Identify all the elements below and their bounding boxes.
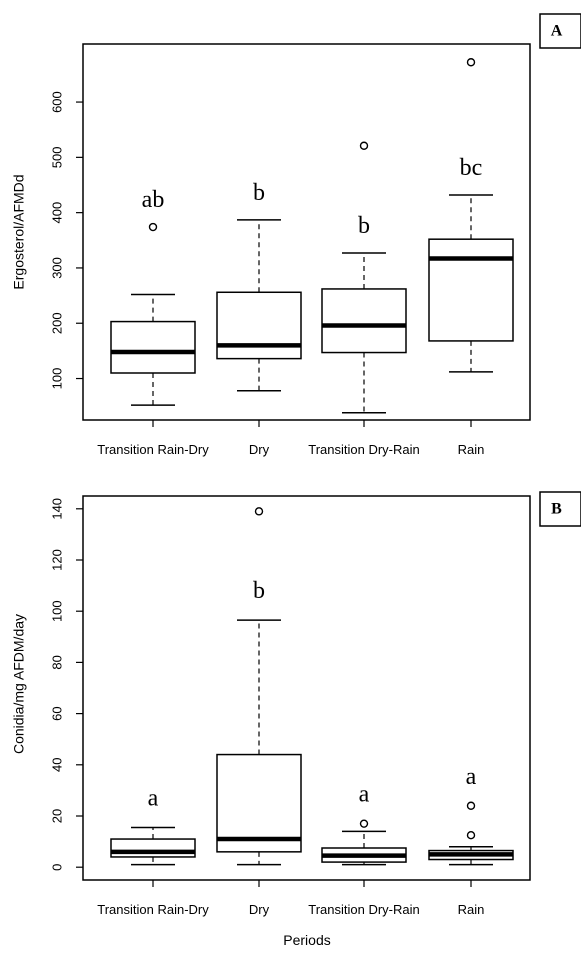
y-tick-label: 200 (49, 312, 64, 334)
y-tick-label: 600 (49, 91, 64, 113)
significance-letter: b (253, 180, 265, 206)
iqr-box (216, 291, 302, 360)
box-1: b (216, 507, 302, 866)
y-axis-title: Conidia/mg AFDM/day (11, 614, 27, 754)
y-tick-label: 40 (49, 758, 64, 772)
box-0: ab (110, 187, 196, 406)
outlier-point (359, 141, 369, 150)
iqr-box (216, 753, 302, 853)
iqr-box (110, 320, 196, 374)
outlier-point (466, 58, 476, 67)
outlier-point (148, 222, 158, 232)
significance-letter: b (358, 213, 370, 239)
x-tick-label: Transition Rain-Dry (97, 902, 209, 917)
panel-a: 100 200 300 400 500 600 Transition Rain-Dry Dry… (11, 13, 581, 457)
significance-letter: b (253, 578, 265, 604)
y-tick-label: 120 (49, 549, 64, 571)
x-tick-label: Rain (458, 442, 485, 457)
panel-label-box (539, 491, 581, 527)
panel-b: 0 20 40 60 80 100 120 140 Transition Rain-Dry Dry… (11, 491, 581, 948)
box-1: b (216, 180, 302, 392)
y-axis-title: Ergosterol/AFMDd (11, 174, 27, 289)
iqr-box (321, 288, 407, 354)
x-tick-label: Transition Dry-Rain (308, 442, 420, 457)
plot-frame (82, 495, 531, 881)
outlier-point (359, 819, 369, 828)
panel-label-box (539, 13, 581, 49)
y-tick-label: 140 (49, 498, 64, 520)
x-tick-label: Dry (249, 902, 270, 917)
iqr-box (110, 838, 196, 858)
y-tick-label: 100 (49, 600, 64, 622)
y-tick-label: 60 (49, 706, 64, 720)
x-tick-label: Transition Rain-Dry (97, 442, 209, 457)
significance-letter: a (466, 764, 477, 790)
iqr-box (428, 238, 514, 342)
y-tick-label: 100 (49, 368, 64, 390)
box-3: a (428, 764, 514, 866)
significance-letter: a (148, 786, 159, 812)
outlier-point (466, 831, 476, 840)
panel-label: A (551, 23, 563, 40)
y-tick-label: 400 (49, 202, 64, 224)
y-tick-label: 0 (49, 864, 64, 871)
box-2: a (321, 782, 407, 866)
y-tick-label: 300 (49, 257, 64, 279)
y-tick-label: 500 (49, 147, 64, 169)
box-3: bc (428, 58, 514, 373)
x-tick-label: Transition Dry-Rain (308, 902, 420, 917)
panel-label: B (551, 501, 562, 518)
significance-letter: a (359, 782, 370, 808)
x-tick-label: Rain (458, 902, 485, 917)
box-0: a (110, 786, 196, 866)
plot-frame (82, 43, 531, 421)
y-tick-label: 20 (49, 809, 64, 823)
y-tick-label: 80 (49, 655, 64, 669)
box-2: b (321, 141, 407, 414)
significance-letter: bc (460, 155, 483, 181)
outlier-point (254, 507, 264, 516)
x-tick-label: Dry (249, 442, 270, 457)
outlier-point (466, 801, 476, 810)
significance-letter: ab (142, 187, 165, 213)
x-axis-title: Periods (283, 932, 330, 948)
